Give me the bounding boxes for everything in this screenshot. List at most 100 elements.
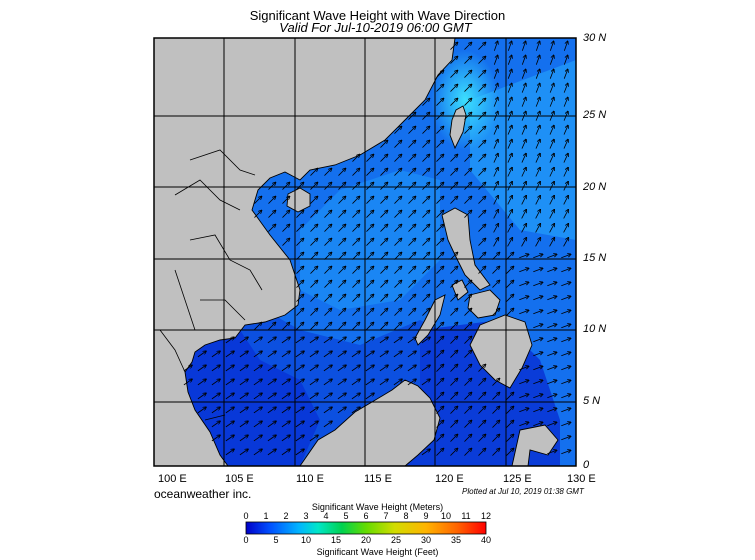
- wave-arrow: [450, 252, 457, 260]
- wave-arrow: [380, 322, 387, 330]
- wave-arrow: [450, 434, 457, 442]
- wave-arrow: [239, 435, 248, 442]
- wave-arrow: [492, 378, 499, 386]
- wave-arrow: [519, 310, 528, 315]
- wave-arrow: [436, 266, 443, 274]
- wave-arrow: [253, 365, 262, 372]
- wave-arrow: [563, 182, 568, 191]
- wave-arrow: [464, 56, 471, 64]
- wave-arrow: [549, 97, 554, 107]
- wave-arrow: [394, 266, 401, 274]
- wave-arrow: [478, 182, 485, 190]
- wave-arrow: [338, 252, 345, 260]
- wave-arrow: [338, 308, 345, 316]
- wave-arrow: [478, 98, 485, 106]
- wave-arrow: [408, 140, 415, 148]
- meter-tick-label: 12: [480, 511, 492, 521]
- wave-arrow: [282, 196, 289, 204]
- wave-arrow: [521, 55, 525, 65]
- meter-tick-label: 3: [303, 511, 309, 521]
- meter-tick-label: 9: [423, 511, 429, 521]
- wave-arrow: [549, 69, 554, 79]
- meter-tick-label: 7: [383, 511, 389, 521]
- wave-arrow: [380, 294, 387, 302]
- wave-arrow: [324, 196, 331, 204]
- wave-arrow: [422, 266, 429, 274]
- wave-arrow: [561, 380, 570, 385]
- wave-arrow: [563, 210, 569, 219]
- wave-arrow: [268, 196, 275, 204]
- wave-arrow: [338, 196, 345, 204]
- wave-arrow: [549, 210, 555, 219]
- wave-arrow: [394, 224, 401, 232]
- wave-arrow: [535, 238, 541, 247]
- wave-arrow: [422, 294, 429, 302]
- wave-arrow: [421, 351, 430, 358]
- lon-label-100: 100 E: [158, 473, 187, 485]
- wave-arrow: [535, 210, 541, 219]
- wave-arrow: [309, 379, 318, 386]
- wave-arrow: [380, 154, 387, 162]
- wave-arrow: [366, 196, 373, 204]
- wave-arrow: [324, 210, 331, 218]
- wave-arrow: [450, 392, 457, 400]
- luzon-island: [441, 207, 491, 291]
- wave-arrow: [521, 111, 526, 121]
- wave-arrow: [436, 70, 443, 78]
- wave-arrow: [323, 365, 332, 372]
- wave-arrow: [507, 69, 512, 79]
- wave-arrow: [267, 351, 276, 358]
- wave-arrow: [533, 296, 542, 301]
- wave-arrow: [254, 322, 261, 330]
- wave-arrow: [519, 394, 528, 399]
- wave-direction-arrows: [183, 41, 571, 456]
- land: [154, 38, 559, 466]
- wave-arrow: [450, 168, 457, 176]
- wave-arrow: [561, 394, 570, 399]
- wave-arrow: [366, 238, 373, 246]
- wave-arrow: [352, 196, 359, 204]
- wave-arrow: [519, 380, 528, 385]
- wave-arrow: [436, 238, 443, 246]
- wave-arrow: [506, 434, 513, 442]
- wave-arrow: [533, 366, 542, 371]
- wave-arrow: [197, 407, 206, 414]
- feet-tick-label: 40: [480, 535, 492, 545]
- sulawesi-island: [511, 424, 559, 466]
- wave-arrow: [351, 407, 360, 414]
- wave-arrow: [464, 154, 471, 162]
- wave-arrow: [408, 168, 415, 176]
- wave-arrow: [324, 308, 331, 316]
- mindanao-island: [469, 314, 533, 389]
- wave-arrow: [408, 112, 415, 120]
- wave-arrow: [422, 126, 429, 134]
- wave-arrow: [282, 210, 289, 218]
- wave-arrow: [507, 83, 512, 93]
- wave-arrow: [436, 336, 443, 344]
- wave-arrow: [450, 350, 457, 358]
- wave-arrow: [464, 196, 471, 204]
- wave-arrow: [436, 182, 443, 190]
- wave-arrow: [519, 408, 528, 413]
- wave-arrow: [394, 280, 401, 288]
- wave-arrow: [422, 238, 429, 246]
- wave-arrow: [436, 98, 443, 106]
- wave-arrow: [535, 182, 540, 191]
- wave-arrow: [563, 83, 568, 93]
- wave-arrow: [563, 41, 567, 51]
- wave-arrow: [337, 379, 346, 386]
- wave-arrow: [380, 238, 387, 246]
- wave-arrow: [436, 420, 443, 428]
- wave-arrow: [464, 112, 471, 120]
- wave-arrow: [225, 449, 234, 456]
- wave-arrow: [533, 380, 542, 385]
- wave-arrow: [519, 282, 528, 287]
- wave-arrow: [519, 268, 528, 273]
- wave-arrow: [338, 238, 345, 246]
- wave-arrow: [380, 224, 387, 232]
- wave-arrow: [281, 379, 290, 386]
- wave-arrow: [281, 351, 290, 358]
- wave-arrow: [254, 210, 261, 218]
- wave-arrow: [366, 252, 373, 260]
